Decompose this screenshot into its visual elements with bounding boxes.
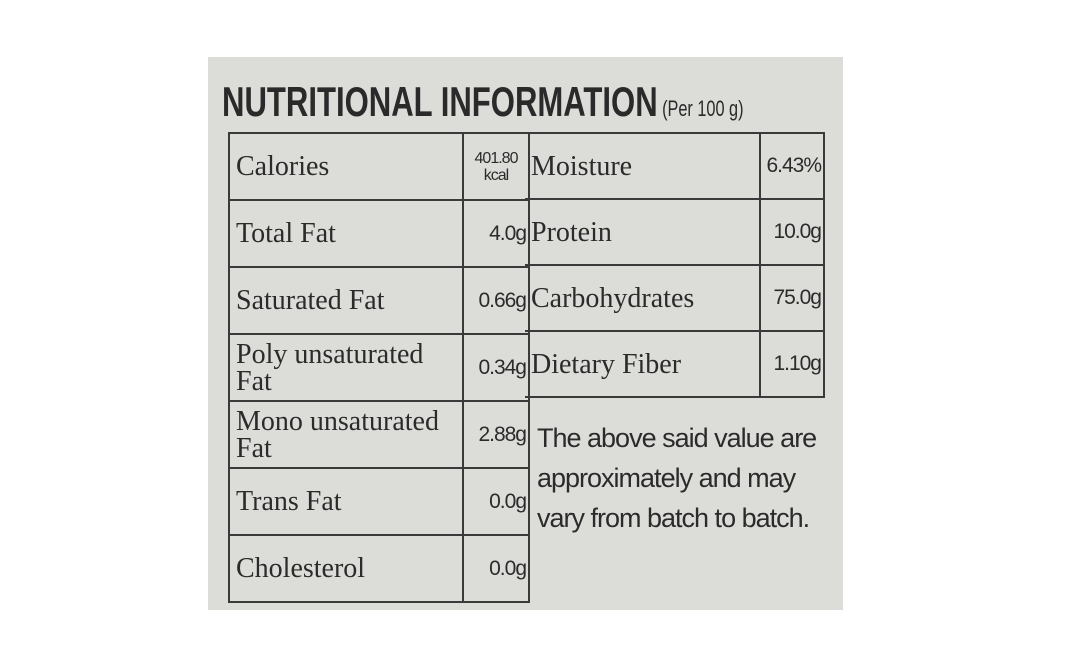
nutrient-value: 10.0g xyxy=(759,198,825,266)
nutrient-value: 0.0g xyxy=(462,467,530,536)
note: The above said value are approximately a… xyxy=(537,423,817,533)
nutrient-name: Total Fat xyxy=(228,199,464,268)
nutrient-name: Mono unsaturated Fat xyxy=(228,400,464,469)
nutrient-name: Carbohydrates xyxy=(525,264,761,332)
nutrient-value: 0.66g xyxy=(462,266,530,335)
nutrient-value: 2.88g xyxy=(462,400,530,469)
subtitle: (Per 100 g) xyxy=(662,96,744,121)
nutrient-name: Protein xyxy=(525,198,761,266)
table-row: Calories 401.80 kcal xyxy=(228,132,530,201)
nutrient-name: Cholesterol xyxy=(228,534,464,603)
nutrient-value: 0.0g xyxy=(462,534,530,603)
nutrient-name: Moisture xyxy=(525,132,761,200)
nutrient-value: 6.43% xyxy=(759,132,825,200)
table-row: Poly unsaturated Fat 0.34g xyxy=(228,333,530,402)
nutrient-name: Poly unsaturated Fat xyxy=(228,333,464,402)
nutrient-value: 401.80 kcal xyxy=(462,132,530,201)
table-row: Mono unsaturated Fat 2.88g xyxy=(228,400,530,469)
table-row: Dietary Fiber 1.10g xyxy=(525,330,825,398)
table-row: Cholesterol 0.0g xyxy=(228,534,530,603)
header: NUTRITIONAL INFORMATION (Per 100 g) xyxy=(222,78,744,126)
table-row: Protein 10.0g xyxy=(525,198,825,266)
nutrient-name: Saturated Fat xyxy=(228,266,464,335)
table-row: Trans Fat 0.0g xyxy=(228,467,530,536)
table-row: Saturated Fat 0.66g xyxy=(228,266,530,335)
table-row: Moisture 6.43% xyxy=(525,132,825,200)
table-row: Carbohydrates 75.0g xyxy=(525,264,825,332)
nutrient-value: 75.0g xyxy=(759,264,825,332)
title: NUTRITIONAL INFORMATION xyxy=(222,78,658,125)
nutrient-name: Dietary Fiber xyxy=(525,330,761,398)
nutrient-value: 0.34g xyxy=(462,333,530,402)
nutrient-value: 1.10g xyxy=(759,330,825,398)
nutrient-name: Trans Fat xyxy=(228,467,464,536)
nutrient-name: Calories xyxy=(228,132,464,201)
left-table: Calories 401.80 kcal Total Fat 4.0g Saturate… xyxy=(228,132,530,603)
table-row: Total Fat 4.0g xyxy=(228,199,530,268)
right-table: Moisture 6.43% Protein 10.0g Carbohydrates 75… xyxy=(525,132,825,398)
nutrient-value: 4.0g xyxy=(462,199,530,268)
